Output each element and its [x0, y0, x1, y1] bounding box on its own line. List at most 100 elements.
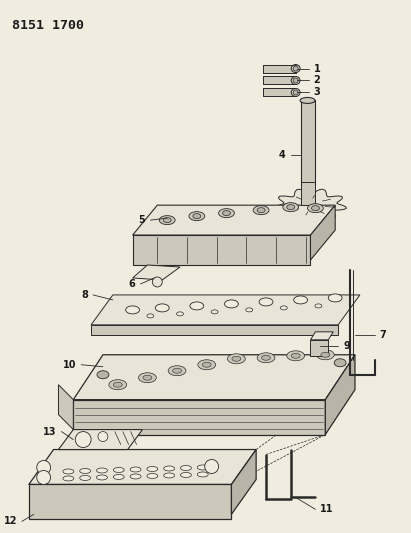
Polygon shape	[58, 430, 143, 449]
Ellipse shape	[80, 469, 90, 473]
Ellipse shape	[109, 379, 127, 390]
Circle shape	[75, 432, 91, 448]
Polygon shape	[263, 64, 296, 72]
Polygon shape	[133, 235, 310, 265]
Ellipse shape	[222, 211, 231, 216]
Text: 3: 3	[314, 87, 320, 98]
Circle shape	[37, 461, 51, 474]
Ellipse shape	[259, 298, 273, 306]
Circle shape	[98, 432, 108, 441]
Ellipse shape	[307, 204, 323, 213]
Ellipse shape	[291, 77, 300, 84]
Text: 5: 5	[139, 215, 145, 225]
Ellipse shape	[246, 308, 253, 312]
Polygon shape	[275, 189, 346, 222]
Ellipse shape	[130, 467, 141, 472]
Polygon shape	[58, 385, 73, 430]
Ellipse shape	[97, 468, 107, 473]
Ellipse shape	[198, 360, 216, 370]
Ellipse shape	[287, 205, 295, 209]
Ellipse shape	[139, 373, 156, 383]
Ellipse shape	[312, 206, 319, 211]
Polygon shape	[91, 325, 338, 335]
Ellipse shape	[219, 208, 234, 217]
Text: 12: 12	[3, 516, 17, 526]
Ellipse shape	[180, 465, 192, 471]
Polygon shape	[310, 332, 333, 340]
Circle shape	[205, 459, 219, 473]
Ellipse shape	[147, 466, 158, 472]
Ellipse shape	[97, 371, 109, 379]
Ellipse shape	[173, 368, 182, 373]
Polygon shape	[231, 449, 256, 514]
Polygon shape	[29, 484, 231, 519]
Ellipse shape	[291, 88, 300, 96]
Circle shape	[152, 277, 162, 287]
Ellipse shape	[197, 465, 208, 470]
Ellipse shape	[283, 203, 299, 212]
Polygon shape	[73, 355, 355, 400]
Text: 7: 7	[380, 330, 386, 340]
Text: 11: 11	[320, 504, 334, 514]
Ellipse shape	[280, 306, 287, 310]
Ellipse shape	[113, 382, 122, 387]
Polygon shape	[263, 88, 296, 96]
Polygon shape	[91, 295, 360, 325]
Ellipse shape	[211, 310, 218, 314]
Ellipse shape	[155, 304, 169, 312]
Ellipse shape	[177, 312, 183, 316]
Ellipse shape	[80, 475, 90, 480]
Polygon shape	[73, 400, 326, 434]
Ellipse shape	[63, 469, 74, 474]
Ellipse shape	[130, 474, 141, 479]
Polygon shape	[310, 205, 335, 260]
Text: 8: 8	[81, 290, 88, 300]
Ellipse shape	[164, 466, 175, 471]
Text: 10: 10	[63, 360, 76, 370]
Ellipse shape	[232, 356, 241, 361]
Text: 4: 4	[279, 150, 286, 160]
Ellipse shape	[253, 206, 269, 215]
Ellipse shape	[334, 359, 346, 367]
Ellipse shape	[197, 472, 208, 477]
Text: 6: 6	[129, 279, 136, 289]
Ellipse shape	[147, 314, 154, 318]
Ellipse shape	[227, 354, 245, 364]
Ellipse shape	[126, 306, 139, 314]
Circle shape	[37, 471, 51, 484]
Ellipse shape	[190, 302, 204, 310]
Ellipse shape	[163, 217, 171, 223]
Text: 9: 9	[343, 341, 350, 351]
Ellipse shape	[143, 375, 152, 380]
Ellipse shape	[293, 66, 298, 71]
Ellipse shape	[164, 473, 175, 478]
Ellipse shape	[189, 212, 205, 221]
Ellipse shape	[202, 362, 211, 367]
Ellipse shape	[113, 467, 124, 472]
Polygon shape	[133, 205, 335, 235]
Ellipse shape	[257, 208, 265, 213]
Ellipse shape	[293, 90, 298, 95]
Text: 2: 2	[314, 76, 320, 85]
Polygon shape	[133, 265, 180, 280]
Text: 1: 1	[314, 63, 320, 74]
Ellipse shape	[97, 475, 107, 480]
Ellipse shape	[321, 352, 330, 357]
Ellipse shape	[224, 300, 238, 308]
Ellipse shape	[315, 304, 322, 308]
Ellipse shape	[63, 476, 74, 481]
Ellipse shape	[300, 98, 315, 103]
Ellipse shape	[168, 366, 186, 376]
Ellipse shape	[328, 294, 342, 302]
Polygon shape	[263, 77, 296, 84]
Text: 8151 1700: 8151 1700	[12, 19, 84, 31]
Polygon shape	[29, 449, 256, 484]
Ellipse shape	[293, 78, 298, 83]
Ellipse shape	[193, 214, 201, 219]
Ellipse shape	[291, 353, 300, 358]
Ellipse shape	[294, 296, 307, 304]
Ellipse shape	[287, 351, 305, 361]
Ellipse shape	[113, 474, 124, 480]
Ellipse shape	[147, 473, 158, 479]
Polygon shape	[300, 100, 315, 185]
